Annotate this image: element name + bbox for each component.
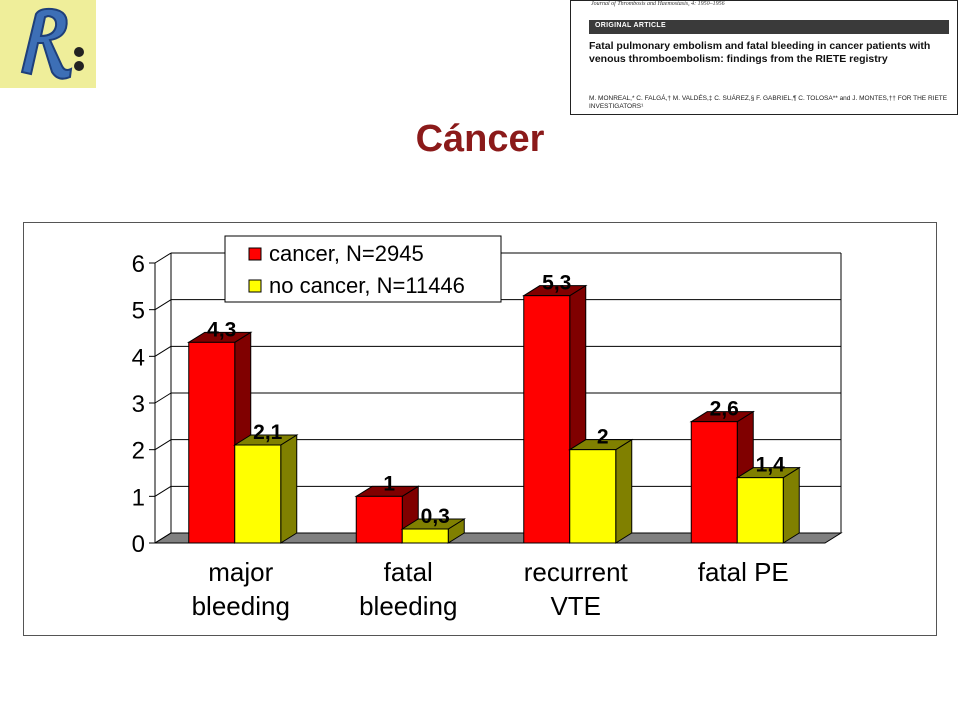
legend-label: no cancer, N=11446 xyxy=(269,273,465,298)
article-section-label: ORIGINAL ARTICLE xyxy=(595,22,666,29)
x-category-label: bleeding xyxy=(359,591,457,621)
y-tick-label: 2 xyxy=(132,438,145,465)
x-category-label: VTE xyxy=(550,591,601,621)
legend-swatch xyxy=(248,247,262,261)
data-label: 0,3 xyxy=(421,505,450,528)
y-tick-diagonal xyxy=(154,439,172,451)
slide-title: Cáncer xyxy=(415,118,545,160)
data-label: 2,6 xyxy=(710,398,739,421)
y-tick-label: 0 xyxy=(132,531,145,558)
chart-frame: 0 1 2 3 4 5 6 4,3 2,1 major bleeding 1 0,3 fatal bleed… xyxy=(23,222,937,636)
bar-side xyxy=(782,466,800,544)
data-label: 2,1 xyxy=(253,421,283,444)
data-label: 2 xyxy=(597,426,609,449)
article-header-image: Journal of Thrombosis and Haemostasis, 4… xyxy=(570,0,958,115)
article-authors: M. MONREAL,* C. FALGÁ,† M. VALDÉS,‡ C. S… xyxy=(589,95,948,110)
legend-box xyxy=(224,235,502,303)
x-category-label: fatal xyxy=(384,557,433,587)
y-tick-label: 1 xyxy=(132,484,145,511)
bar xyxy=(234,444,282,544)
data-label: 4,3 xyxy=(207,318,236,341)
y-tick-label: 3 xyxy=(132,391,145,418)
bar xyxy=(355,495,403,544)
article-section-bar: ORIGINAL ARTICLE xyxy=(589,20,949,34)
bar xyxy=(401,528,449,544)
y-tick-label: 6 xyxy=(132,251,145,278)
data-label: 5,3 xyxy=(542,272,571,295)
y-tick-diagonal xyxy=(154,532,172,544)
data-label: 1,4 xyxy=(756,454,786,477)
bar-side xyxy=(615,438,633,544)
y-tick-label: 4 xyxy=(132,344,145,371)
article-title: Fatal pulmonary embolism and fatal bleed… xyxy=(589,40,931,65)
y-tick-label: 5 xyxy=(132,298,145,325)
y-tick-diagonal xyxy=(154,345,172,357)
bar xyxy=(188,341,236,544)
x-category-label: bleeding xyxy=(192,591,290,621)
riete-logo xyxy=(0,0,96,88)
journal-citation: Journal of Thrombosis and Haemostasis, 4… xyxy=(591,1,725,7)
bar xyxy=(690,421,738,544)
bar-chart: 0 1 2 3 4 5 6 4,3 2,1 major bleeding 1 0,3 fatal bleed… xyxy=(132,235,843,621)
y-tick-diagonal xyxy=(154,392,172,404)
y-tick-diagonal xyxy=(154,485,172,497)
bar xyxy=(736,477,784,544)
bar-side xyxy=(280,434,298,544)
data-label: 1 xyxy=(383,472,395,495)
legend-swatch xyxy=(248,279,262,293)
x-category-label: fatal PE xyxy=(698,557,789,587)
x-category-label: major xyxy=(208,557,273,587)
y-tick-diagonal xyxy=(154,252,172,264)
bar xyxy=(523,295,571,544)
x-category-label: recurrent xyxy=(524,557,629,587)
y-tick-diagonal xyxy=(154,299,172,311)
bar xyxy=(569,449,617,544)
legend-label: cancer, N=2945 xyxy=(269,241,424,266)
